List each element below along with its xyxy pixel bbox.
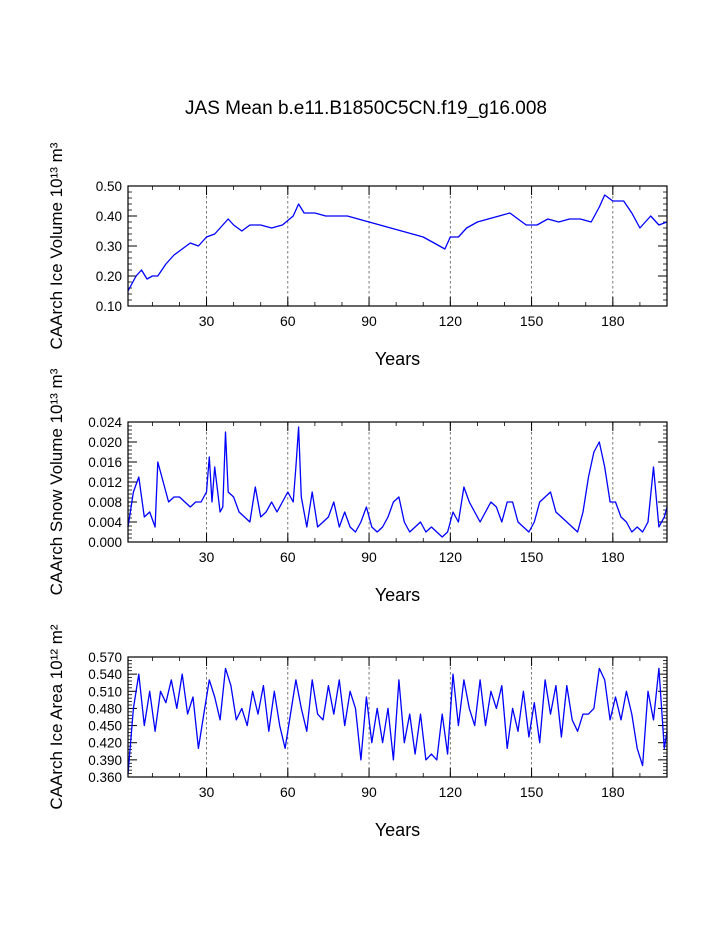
x-tick-label: 150: [520, 784, 544, 800]
x-tick-label: 30: [199, 313, 215, 329]
y-tick-label: 0.480: [88, 701, 122, 716]
x-tick-label: 60: [280, 784, 296, 800]
x-tick-label: 150: [520, 313, 544, 329]
y-tick-label: 0.40: [96, 209, 122, 224]
y-tick-label: 0.510: [88, 684, 122, 699]
plot-frame: [127, 185, 668, 307]
y-tick-label: 0.450: [88, 719, 122, 734]
x-tick-label: 180: [601, 313, 625, 329]
y-tick-label: 0.016: [88, 455, 122, 470]
y-axis-label: CAArch Ice Area 10¹² m²: [47, 624, 66, 810]
x-tick-label: 30: [199, 784, 215, 800]
y-tick-label: 0.008: [88, 495, 122, 510]
y-tick-label: 0.024: [88, 415, 122, 430]
x-tick-label: 180: [601, 549, 625, 565]
y-axis-label: CAArch Ice Volume 10¹³ m³: [47, 142, 66, 349]
chart-panel-1: 30 60 90 120 150 180 0.10 0.20 0.30 0.40 0.50 Years…: [47, 142, 668, 369]
chart-panel-3: 30 60 90 120 150 180 0.360 0.390 0.420 0.450 0.480…: [47, 624, 668, 840]
figure-title: JAS Mean b.e11.B1850C5CN.f19_g16.008: [185, 98, 547, 119]
x-tick-label: 60: [280, 313, 296, 329]
x-tick-label: 90: [361, 313, 377, 329]
y-tick-label: 0.360: [88, 770, 122, 785]
y-tick-label: 0.30: [96, 239, 122, 254]
x-tick-label: 120: [439, 313, 463, 329]
x-tick-label: 90: [361, 784, 377, 800]
plot-frame: [127, 656, 668, 778]
x-tick-label: 180: [601, 784, 625, 800]
y-tick-label: 0.020: [88, 435, 122, 450]
x-tick-label: 90: [361, 549, 377, 565]
y-tick-label: 0.50: [96, 179, 122, 194]
data-series-line: [127, 667, 668, 775]
x-tick-label: 150: [520, 549, 544, 565]
x-tick-label: 120: [439, 784, 463, 800]
plot-frame: [127, 421, 668, 543]
y-tick-label: 0.000: [88, 535, 122, 550]
chart-panel-2: 30 60 90 120 150 180 0.000 0.004 0.008 0.012 0.016…: [47, 368, 668, 605]
y-axis-label: CAArch Snow Volume 10¹³ m³: [47, 368, 66, 595]
y-tick-label: 0.012: [88, 475, 122, 490]
y-tick-label: 0.10: [96, 299, 122, 314]
y-tick-label: 0.540: [88, 667, 122, 682]
data-series-line: [127, 426, 668, 538]
x-axis-label: Years: [375, 349, 420, 369]
y-tick-label: 0.004: [88, 515, 122, 530]
y-tick-label: 0.20: [96, 269, 122, 284]
x-axis-label: Years: [375, 585, 420, 605]
y-tick-label: 0.570: [88, 650, 122, 665]
data-series-line: [127, 194, 668, 292]
x-tick-label: 120: [439, 549, 463, 565]
y-tick-label: 0.390: [88, 753, 122, 768]
x-tick-label: 60: [280, 549, 296, 565]
y-tick-label: 0.420: [88, 736, 122, 751]
x-axis-label: Years: [375, 820, 420, 840]
x-tick-label: 30: [199, 549, 215, 565]
